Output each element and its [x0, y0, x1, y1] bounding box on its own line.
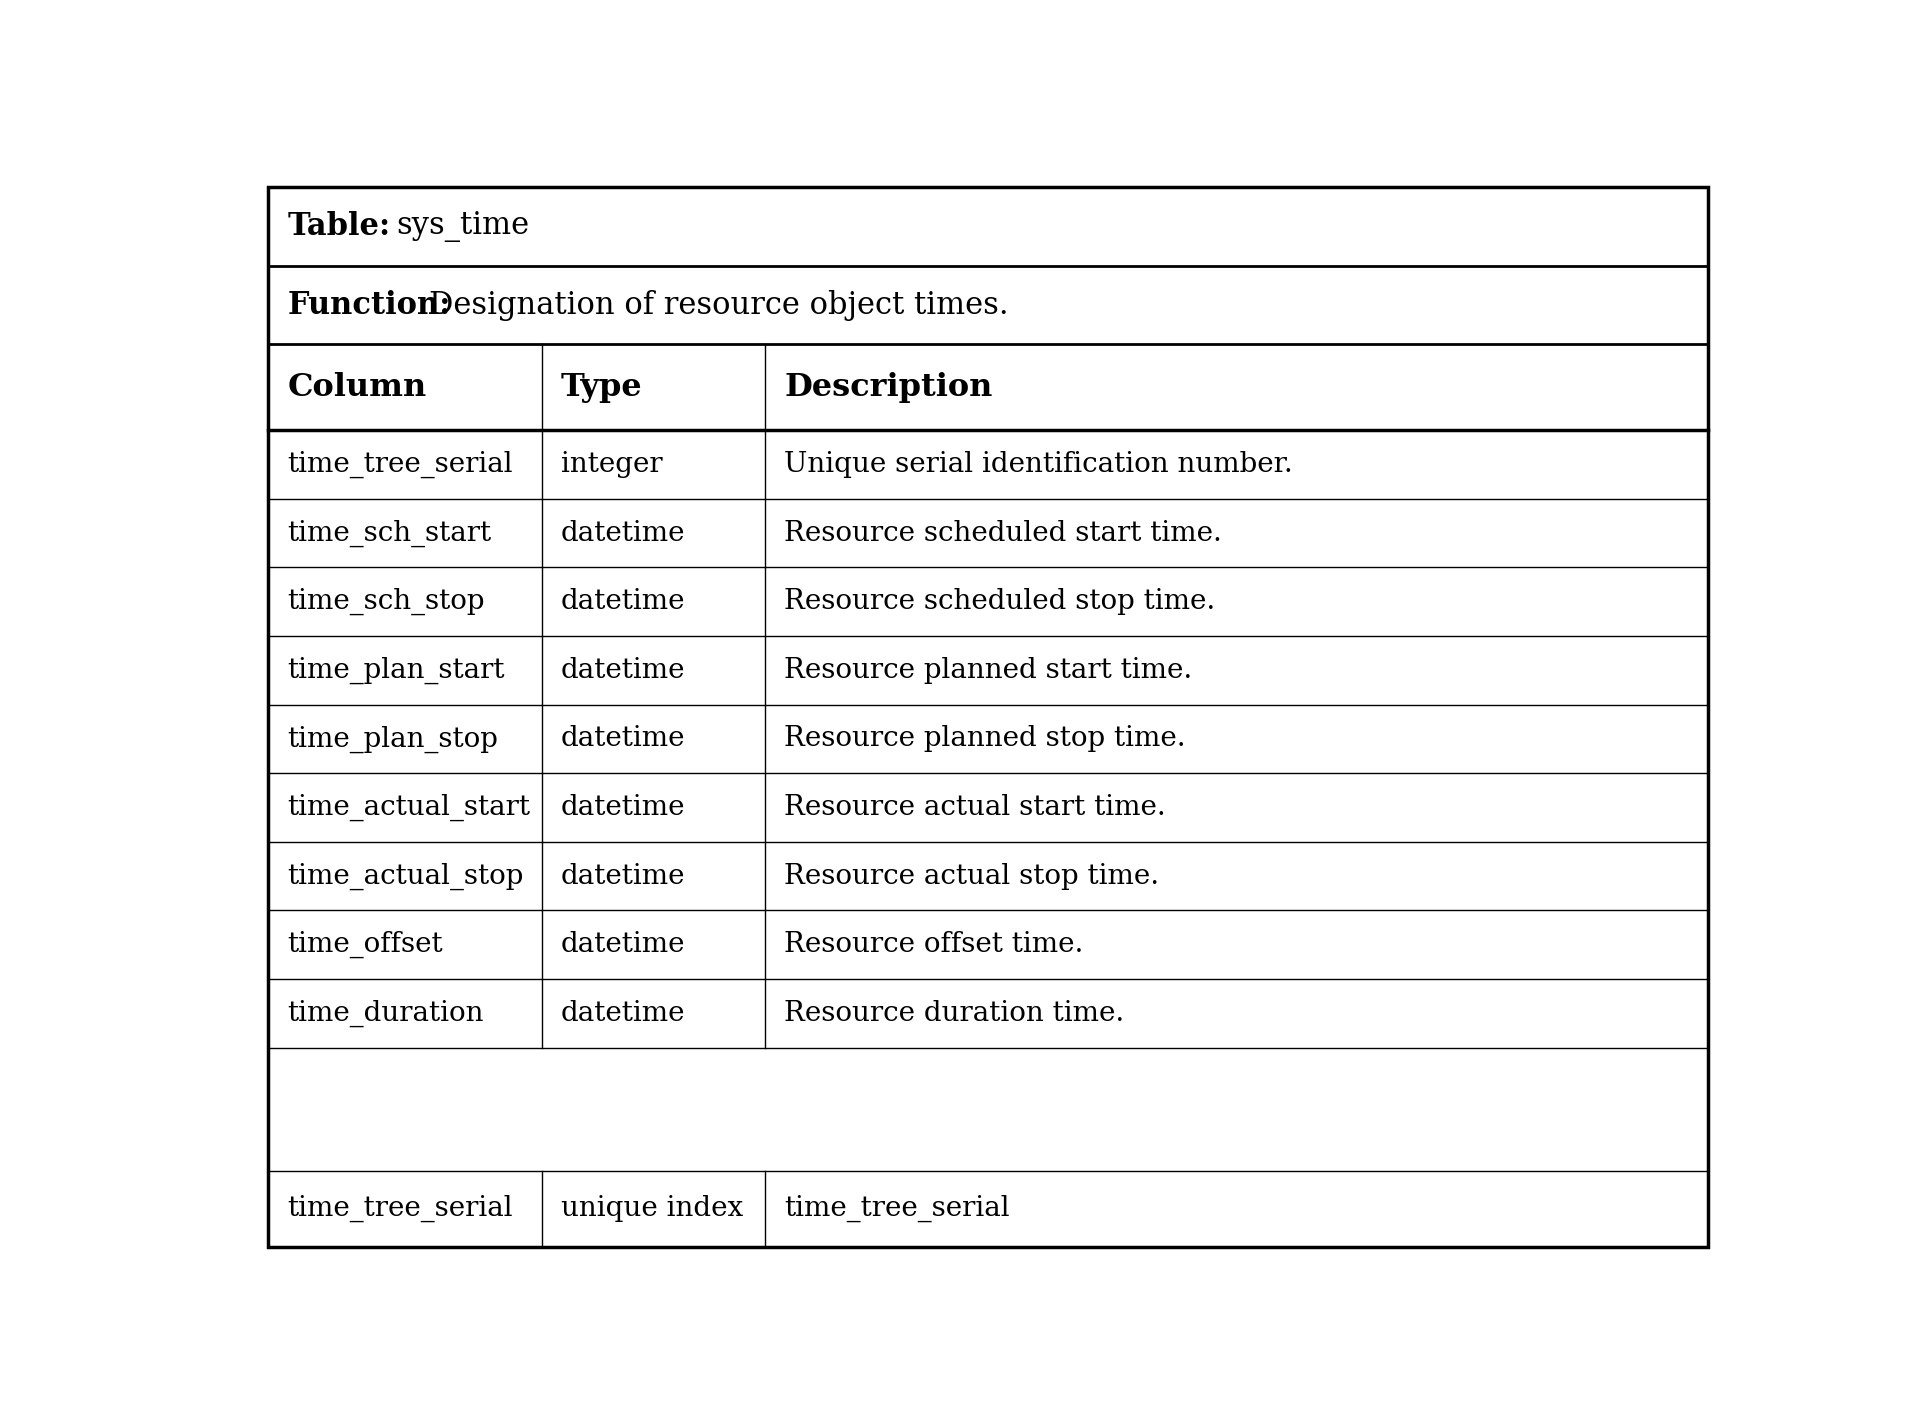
Text: Designation of resource object times.: Designation of resource object times.: [430, 289, 1008, 321]
Text: time_plan_stop: time_plan_stop: [287, 725, 497, 752]
Text: time_tree_serial: time_tree_serial: [287, 1195, 513, 1222]
Text: integer: integer: [561, 451, 663, 478]
Text: Resource scheduled stop time.: Resource scheduled stop time.: [785, 589, 1215, 616]
Text: datetime: datetime: [561, 795, 686, 822]
Text: time_actual_start: time_actual_start: [287, 793, 530, 822]
Text: Resource actual start time.: Resource actual start time.: [785, 795, 1166, 822]
Text: time_tree_serial: time_tree_serial: [287, 451, 513, 478]
Text: time_plan_start: time_plan_start: [287, 657, 505, 684]
Text: datetime: datetime: [561, 931, 686, 958]
Text: Table:: Table:: [287, 210, 391, 241]
Text: Resource duration time.: Resource duration time.: [785, 1000, 1124, 1027]
Text: time_sch_start: time_sch_start: [287, 519, 492, 546]
Text: Column: Column: [287, 372, 426, 403]
Text: Unique serial identification number.: Unique serial identification number.: [785, 451, 1294, 478]
Text: Resource offset time.: Resource offset time.: [785, 931, 1084, 958]
Text: unique index: unique index: [561, 1195, 744, 1222]
Text: datetime: datetime: [561, 725, 686, 752]
Text: Resource actual stop time.: Resource actual stop time.: [785, 863, 1159, 890]
Text: datetime: datetime: [561, 1000, 686, 1027]
Text: Resource planned stop time.: Resource planned stop time.: [785, 725, 1186, 752]
Text: time_actual_stop: time_actual_stop: [287, 863, 524, 890]
Text: sys_time: sys_time: [397, 210, 530, 241]
Text: datetime: datetime: [561, 863, 686, 890]
Text: time_duration: time_duration: [287, 999, 484, 1027]
Text: datetime: datetime: [561, 519, 686, 546]
Text: time_sch_stop: time_sch_stop: [287, 587, 484, 616]
Text: time_offset: time_offset: [287, 931, 443, 958]
Text: Type: Type: [561, 372, 642, 403]
Text: time_tree_serial: time_tree_serial: [785, 1195, 1010, 1222]
Text: datetime: datetime: [561, 589, 686, 616]
Text: Resource scheduled start time.: Resource scheduled start time.: [785, 519, 1222, 546]
Text: Resource planned start time.: Resource planned start time.: [785, 657, 1193, 684]
Text: Function:: Function:: [287, 289, 451, 321]
Text: Description: Description: [785, 372, 993, 403]
Text: datetime: datetime: [561, 657, 686, 684]
